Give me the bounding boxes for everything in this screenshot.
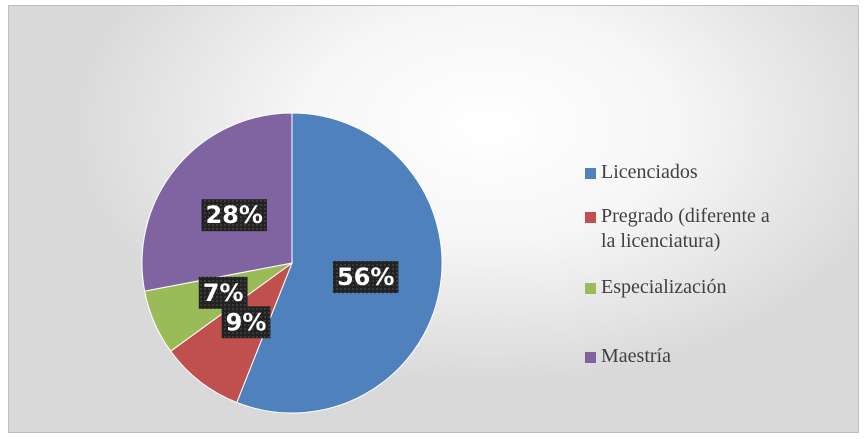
data-label: 7% <box>198 276 248 309</box>
data-label-text: 56% <box>337 263 394 291</box>
legend-item: Maestría <box>585 344 775 369</box>
data-label-box <box>198 276 248 309</box>
data-label: 9% <box>221 306 271 339</box>
legend-swatch <box>585 352 596 363</box>
legend-label: Maestría <box>601 345 671 367</box>
legend-label: Especialización <box>601 276 727 298</box>
legend-item: Pregrado (diferente a la licenciatura) <box>585 204 775 254</box>
legend-item: Especialización <box>585 275 775 300</box>
data-label-text: 7% <box>203 279 244 307</box>
legend-swatch <box>585 212 596 223</box>
legend-swatch <box>585 283 596 294</box>
data-label-text: 28% <box>205 201 262 229</box>
legend-swatch <box>585 168 596 179</box>
data-label-box <box>201 199 267 232</box>
legend-label: Licenciados <box>601 161 698 183</box>
data-label: 28% <box>201 199 267 232</box>
data-label-box <box>332 261 399 294</box>
legend-item: Licenciados <box>585 160 775 185</box>
data-label-text: 9% <box>226 308 267 336</box>
legend-label: Pregrado (diferente a la licenciatura) <box>601 205 770 252</box>
data-label-box <box>221 306 271 339</box>
data-label: 56% <box>332 261 399 294</box>
